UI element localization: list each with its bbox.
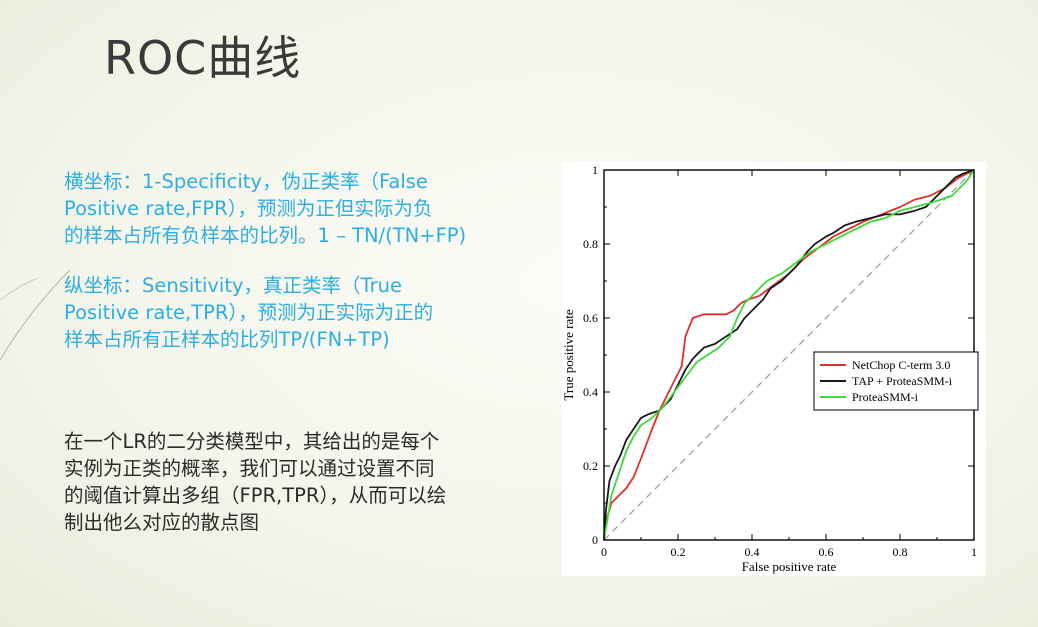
text-line: 在一个LR的二分类模型中，其给出的是每个 bbox=[64, 430, 440, 453]
legend-label-0: NetChop C-term 3.0 bbox=[852, 358, 950, 372]
y-tick-label: 0.2 bbox=[583, 459, 598, 473]
x-tick-label: 0 bbox=[601, 545, 607, 559]
y-tick-label: 1 bbox=[592, 163, 598, 177]
y-axis-definition: 纵坐标：Sensitivity，真正类率（True Positive rate,… bbox=[64, 272, 514, 353]
legend-box bbox=[813, 351, 979, 411]
x-tick-label: 0.8 bbox=[893, 545, 908, 559]
text-line: 的阈值计算出多组（FPR,TPR），从而可以绘 bbox=[64, 484, 447, 507]
series-line-0 bbox=[603, 169, 975, 541]
y-tick-label: 0.8 bbox=[583, 237, 598, 251]
y-axis-label: True positive rate bbox=[562, 309, 576, 400]
text-line: Positive rate,FPR），预测为正但实际为负 bbox=[64, 197, 433, 220]
y-tick-label: 0.4 bbox=[583, 385, 598, 399]
slide-title: ROC曲线 bbox=[104, 31, 302, 85]
series-line-1 bbox=[603, 169, 975, 541]
text-line: 纵坐标：Sensitivity，真正类率（True bbox=[64, 274, 402, 297]
x-axis-label: False positive rate bbox=[742, 559, 837, 574]
decorative-curve bbox=[0, 269, 71, 361]
text-line: Positive rate,TPR），预测为正实际为正的 bbox=[64, 301, 434, 324]
y-tick-label: 0.6 bbox=[583, 311, 598, 325]
x-tick-label: 1 bbox=[971, 545, 977, 559]
x-tick-label: 0.4 bbox=[745, 545, 760, 559]
roc-chart-svg: 00 0.2 0.2 0.4 0.4 0.6 0.6 0.8 0.8 1 1 False positi… bbox=[562, 163, 979, 574]
text-line: 制出他么对应的散点图 bbox=[64, 511, 260, 534]
legend-label-1: TAP + ProteaSMM-i bbox=[852, 374, 953, 388]
text-line: 样本占所有正样本的比列TP/(FN+TP) bbox=[64, 328, 390, 351]
decorative-curve bbox=[0, 277, 39, 301]
text-line: 实例为正类的概率，我们可以通过设置不同 bbox=[64, 457, 435, 480]
x-tick-label: 0.2 bbox=[671, 545, 686, 559]
series-line-2 bbox=[603, 169, 975, 541]
diagonal-reference-line bbox=[603, 169, 975, 541]
text-line: 横坐标：1-Specificity，伪正类率（False bbox=[64, 170, 428, 193]
roc-chart: 0 0 0.2 0.2 0.4 0.4 0.6 0.6 0.8 0.8 1 1 False positi… bbox=[562, 162, 986, 576]
x-tick-label: 0.6 bbox=[819, 545, 834, 559]
roc-explanation: 在一个LR的二分类模型中，其给出的是每个 实例为正类的概率，我们可以通过设置不同… bbox=[64, 428, 514, 536]
legend-label-2: ProteaSMM-i bbox=[852, 390, 919, 404]
text-line: 的样本占所有负样本的比列。1 – TN/(TN+FP) bbox=[64, 224, 467, 247]
x-axis-definition: 横坐标：1-Specificity，伪正类率（False Positive ra… bbox=[64, 168, 514, 249]
y-tick-label: 0 bbox=[592, 533, 598, 547]
